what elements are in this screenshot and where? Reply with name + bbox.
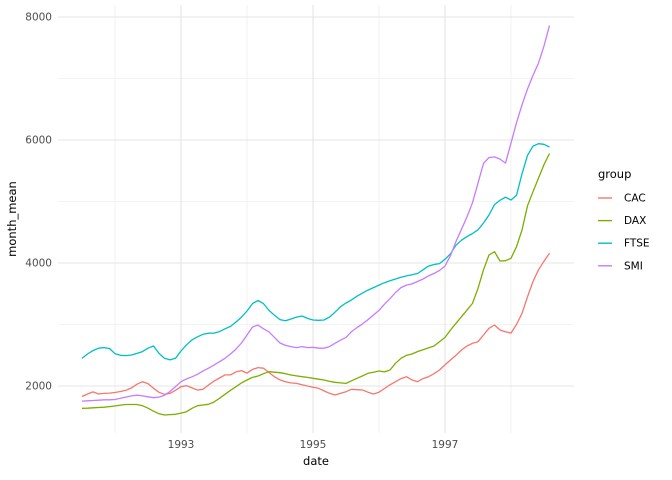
y-tick-label: 8000 [25, 11, 52, 23]
legend-item-FTSE: FTSE [598, 238, 650, 250]
legend-items: CAC DAX FTSE SMI [598, 193, 650, 272]
y-axis-title: month_mean [5, 181, 19, 257]
minor-gridlines [58, 5, 574, 433]
series-line-FTSE [81, 143, 550, 361]
x-tick-label: 1995 [300, 439, 327, 451]
legend-item-CAC: CAC [598, 193, 646, 205]
legend-title: group [598, 167, 631, 181]
legend-label-CAC: CAC [624, 193, 646, 205]
series-line-CAC [81, 252, 551, 398]
y-tick-labels: 2000 4000 6000 8000 [25, 11, 52, 392]
legend-label-DAX: DAX [624, 215, 646, 227]
x-tick-labels: 1993 1995 1997 [168, 439, 459, 451]
series-line-DAX [81, 153, 551, 416]
legend-item-DAX: DAX [598, 215, 646, 227]
legend-item-SMI: SMI [598, 260, 643, 272]
legend-label-SMI: SMI [624, 260, 643, 272]
series-line-SMI [81, 25, 551, 402]
x-tick-label: 1993 [168, 439, 195, 451]
x-axis-title: date [303, 454, 329, 468]
y-tick-label: 4000 [25, 258, 52, 270]
y-tick-label: 2000 [25, 381, 52, 393]
y-tick-label: 6000 [25, 134, 52, 146]
series-lines [81, 25, 551, 416]
major-gridlines [58, 5, 574, 433]
legend: group CAC DAX FTSE SMI [598, 167, 650, 272]
x-tick-label: 1997 [432, 439, 459, 451]
legend-label-FTSE: FTSE [624, 238, 650, 250]
